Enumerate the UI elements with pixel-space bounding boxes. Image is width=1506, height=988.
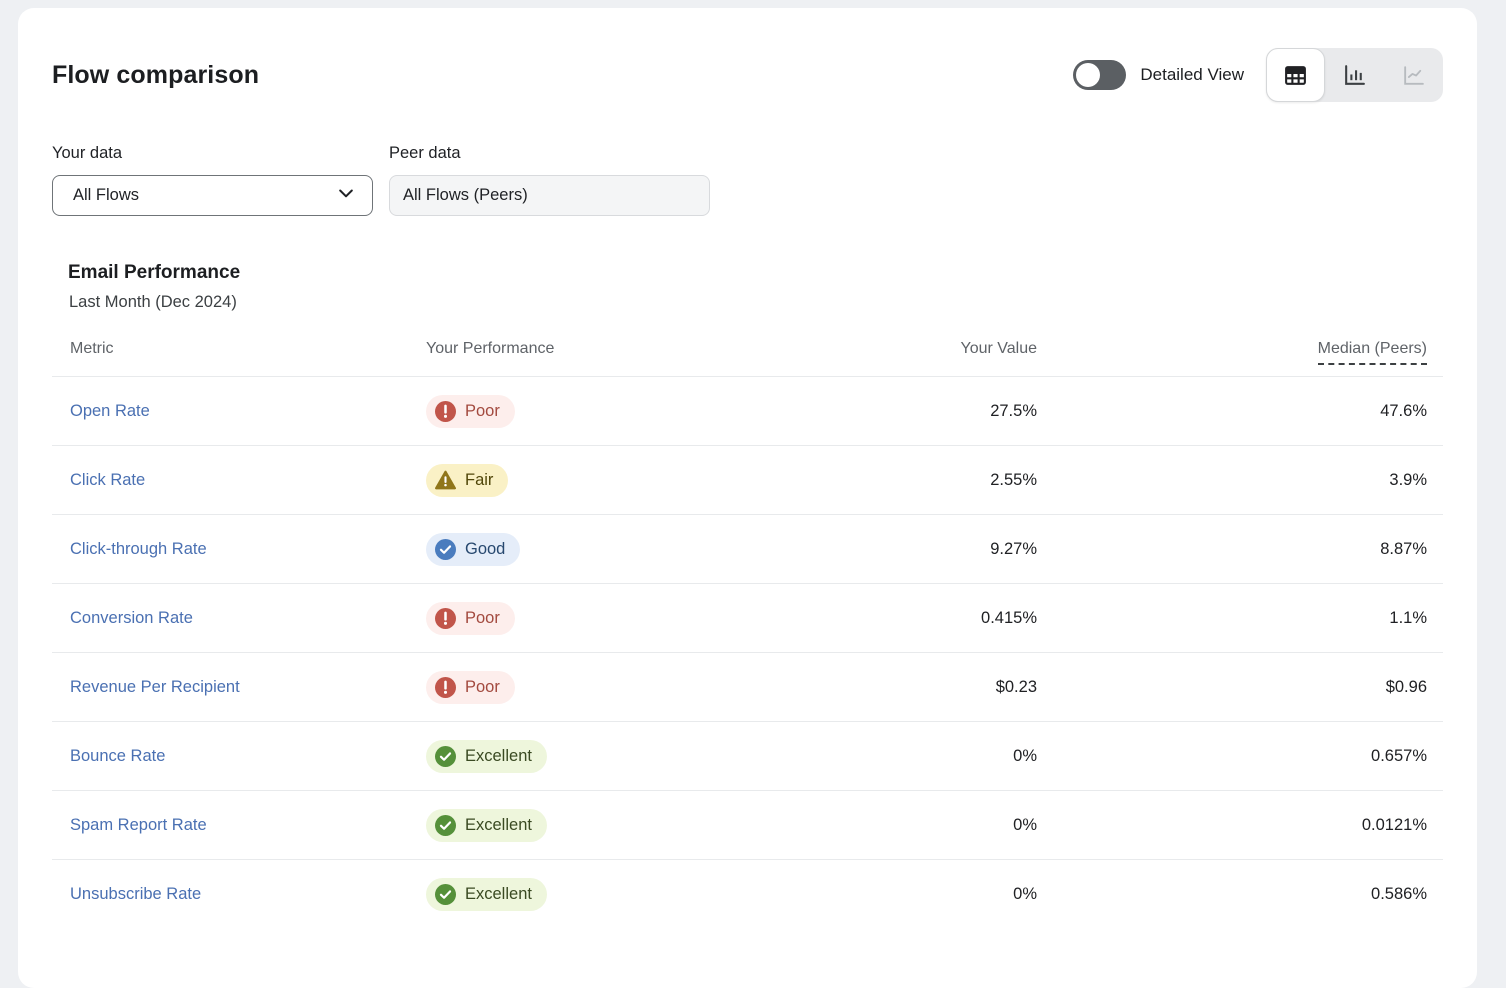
- table-header-row: Metric Your Performance Your Value Media…: [52, 340, 1443, 377]
- metric-link[interactable]: Spam Report Rate: [70, 815, 207, 834]
- status-icon: [435, 745, 456, 767]
- performance-badge: Good: [426, 532, 521, 566]
- metric-link[interactable]: Open Rate: [70, 401, 150, 420]
- card-header: Flow comparison Detailed View: [52, 8, 1443, 102]
- metric-link[interactable]: Conversion Rate: [70, 608, 193, 627]
- your-value-cell: $0.23: [995, 677, 1037, 696]
- peer-data-label: Peer data: [389, 144, 461, 162]
- metric-link[interactable]: Unsubscribe Rate: [70, 884, 202, 903]
- section-title: Email Performance: [68, 262, 241, 283]
- status-icon: [435, 676, 456, 698]
- table-view-button[interactable]: [1266, 48, 1325, 102]
- view-mode-switcher: [1266, 48, 1443, 102]
- median-peers-cell: 0.586%: [1371, 884, 1427, 903]
- performance-badge: Poor: [426, 601, 515, 635]
- your-value-cell: 9.27%: [990, 539, 1037, 558]
- performance-label: Excellent: [465, 885, 532, 903]
- detailed-view-toggle[interactable]: [1073, 60, 1127, 90]
- performance-label: Excellent: [465, 746, 532, 765]
- peer-data-value: All Flows (Peers): [403, 186, 528, 204]
- performance-label: Poor: [465, 401, 500, 420]
- performance-label: Good: [465, 539, 506, 558]
- your-value-cell: 2.55%: [990, 470, 1037, 489]
- table-row: Unsubscribe Rate Excellent 0% 0.586%: [52, 860, 1443, 929]
- line-chart-icon: [1401, 63, 1426, 88]
- median-peers-cell: 0.657%: [1371, 746, 1427, 765]
- performance-badge: Poor: [426, 394, 515, 428]
- median-peers-cell: 3.9%: [1389, 470, 1427, 489]
- bar-chart-view-button[interactable]: [1325, 48, 1384, 102]
- table-row: Spam Report Rate Excellent 0% 0.0121%: [52, 791, 1443, 860]
- column-header-your-performance: Your Performance: [426, 340, 555, 357]
- chevron-down-icon: [336, 183, 356, 208]
- your-value-cell: 0%: [1013, 746, 1037, 765]
- status-icon: [435, 400, 456, 422]
- column-header-median-peers[interactable]: Median (Peers): [1317, 340, 1427, 365]
- performance-badge: Excellent: [426, 877, 547, 911]
- performance-label: Poor: [465, 677, 500, 696]
- performance-badge: Fair: [426, 463, 509, 497]
- table-row: Revenue Per Recipient Poor $0.23 $0.96: [52, 653, 1443, 722]
- performance-label: Fair: [465, 470, 494, 489]
- toggle-knob: [1076, 63, 1101, 87]
- column-header-your-value: Your Value: [960, 340, 1037, 357]
- metrics-table: Metric Your Performance Your Value Media…: [52, 340, 1443, 929]
- table-row: Bounce Rate Excellent 0% 0.657%: [52, 722, 1443, 791]
- your-value-cell: 0.415%: [981, 608, 1037, 627]
- table-row: Click Rate Fair 2.55% 3.9%: [52, 446, 1443, 515]
- your-data-select[interactable]: All Flows: [52, 175, 373, 216]
- metric-link[interactable]: Click-through Rate: [70, 539, 207, 558]
- performance-label: Poor: [465, 608, 500, 627]
- flow-comparison-card: Flow comparison Detailed View: [18, 8, 1477, 988]
- your-data-filter: Your data All Flows: [52, 144, 373, 216]
- performance-badge: Poor: [426, 670, 515, 704]
- median-peers-cell: 0.0121%: [1361, 815, 1427, 834]
- header-controls: Detailed View: [1073, 48, 1443, 102]
- table-row: Click-through Rate Good 9.27% 8.87%: [52, 515, 1443, 584]
- bar-chart-icon: [1342, 63, 1367, 88]
- your-value-cell: 0%: [1013, 815, 1037, 834]
- peer-data-filter: Peer data All Flows (Peers): [389, 144, 710, 216]
- peer-data-field: All Flows (Peers): [389, 175, 710, 216]
- median-peers-cell: $0.96: [1385, 677, 1427, 696]
- median-peers-cell: 47.6%: [1380, 401, 1427, 420]
- performance-label: Excellent: [465, 815, 532, 834]
- median-peers-cell: 8.87%: [1380, 539, 1427, 558]
- table-row: Open Rate Poor 27.5% 47.6%: [52, 377, 1443, 446]
- status-icon: [435, 607, 456, 629]
- your-value-cell: 0%: [1013, 884, 1037, 903]
- your-value-cell: 27.5%: [990, 401, 1037, 420]
- data-filters: Your data All Flows Peer data All Flows …: [52, 144, 1443, 216]
- table-icon: [1283, 63, 1308, 88]
- detailed-view-control: Detailed View: [1073, 60, 1244, 90]
- status-icon: [435, 814, 456, 836]
- your-data-selected-value: All Flows: [73, 186, 140, 204]
- status-icon: [435, 883, 456, 905]
- status-icon: [435, 470, 456, 491]
- table-row: Conversion Rate Poor 0.415% 1.1%: [52, 584, 1443, 653]
- line-chart-view-button[interactable]: [1384, 48, 1443, 102]
- median-peers-cell: 1.1%: [1389, 608, 1427, 627]
- status-icon: [435, 538, 456, 560]
- performance-badge: Excellent: [426, 808, 547, 842]
- section-subtitle: Last Month (Dec 2024): [69, 293, 237, 311]
- your-data-label: Your data: [52, 144, 123, 162]
- detailed-view-label: Detailed View: [1140, 65, 1244, 84]
- metric-link[interactable]: Bounce Rate: [70, 746, 166, 765]
- performance-badge: Excellent: [426, 739, 547, 773]
- metric-link[interactable]: Click Rate: [70, 470, 146, 489]
- page-title: Flow comparison: [52, 60, 260, 89]
- metric-link[interactable]: Revenue Per Recipient: [70, 677, 240, 696]
- column-header-metric: Metric: [70, 340, 114, 357]
